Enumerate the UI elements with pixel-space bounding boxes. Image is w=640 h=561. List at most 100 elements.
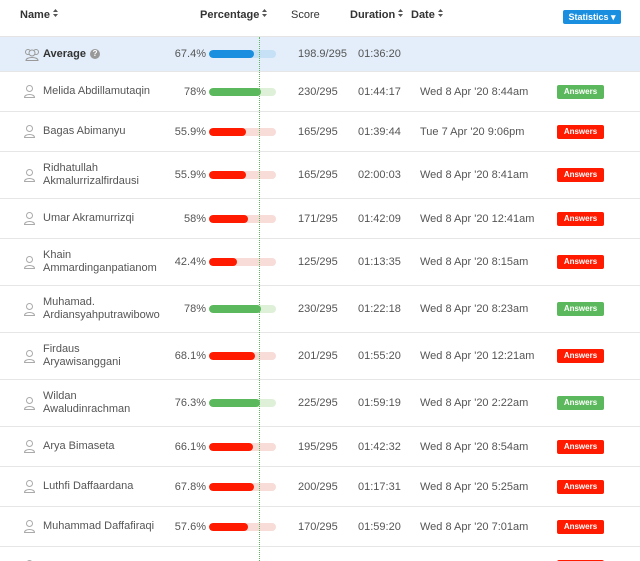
sort-icon — [398, 9, 404, 17]
answers-button[interactable]: Answers — [557, 479, 604, 494]
percentage-label: 67.8% — [174, 480, 206, 493]
duration: 01:13:35 — [358, 256, 401, 268]
percentage-label: 55.9% — [174, 125, 206, 138]
help-icon[interactable]: ? — [90, 49, 101, 59]
score: 225/295 — [298, 397, 338, 409]
student-name: Wildan Awaludinrachman — [43, 390, 131, 415]
icon-cell — [24, 396, 43, 410]
duration: 01:42:32 — [358, 440, 401, 453]
icon-cell — [24, 125, 43, 138]
column-header[interactable]: Name — [20, 9, 58, 21]
user-icon — [24, 302, 35, 316]
student-row: Ridhatullah Akmalurrizalfirdausi 55.9% 165… — [0, 152, 640, 199]
sort-icon — [52, 9, 58, 17]
answers-button[interactable]: Answers — [557, 559, 604, 561]
date: Wed 8 Apr '20 8:41am — [420, 169, 529, 181]
user-icon — [24, 125, 35, 138]
score: 125/295 — [298, 256, 338, 268]
bar-track — [209, 352, 276, 360]
user-icon — [24, 440, 35, 453]
score: 201/295 — [298, 350, 338, 362]
bar-track — [209, 50, 276, 58]
bar-track — [209, 171, 276, 179]
date: Wed 8 Apr '20 8:44am — [420, 85, 529, 98]
percentage-bar — [209, 305, 262, 313]
duration: 01:59:20 — [358, 520, 401, 533]
answers-button[interactable]: Answers — [557, 302, 604, 316]
bar-track — [209, 305, 276, 313]
average-row: Average? 67.4% 198.9/295 01:36:20 — [0, 37, 640, 72]
student-name: Umar Akramurrizqi — [43, 212, 135, 224]
user-icon — [24, 396, 35, 410]
student-name: Melida Abdillamutaqin — [43, 85, 151, 97]
header-text: Duration — [350, 9, 396, 21]
bar-track — [209, 399, 276, 407]
score: 230/295 — [298, 303, 338, 315]
icon-cell — [24, 255, 43, 269]
column-header[interactable]: Percentage — [200, 9, 268, 21]
percentage-bar — [209, 214, 248, 223]
answers-button[interactable]: Answers — [557, 349, 604, 363]
duration: 01:39:44 — [358, 125, 401, 138]
score: 165/295 — [298, 125, 338, 138]
percentage-label: 67.4% — [174, 48, 206, 60]
student-row: Muhammad Daffafiraqi 57.6% 170/295 01:59:20… — [0, 507, 640, 547]
percentage-bar — [209, 352, 255, 360]
duration: 01:17:31 — [358, 480, 401, 493]
duration: 01:42:09 — [358, 212, 401, 225]
answers-button[interactable]: Answers — [557, 439, 604, 454]
percentage-bar — [209, 50, 255, 58]
percentage-label: 55.9% — [174, 169, 206, 181]
percentage-bar — [209, 87, 262, 96]
answers-button[interactable]: Answers — [557, 519, 604, 534]
bar-track — [209, 442, 276, 451]
student-name: Ridhatullah Akmalurrizalfirdausi — [43, 162, 139, 187]
date: Wed 8 Apr '20 2:22am — [420, 397, 529, 409]
answers-button[interactable]: Answers — [557, 168, 604, 182]
icon-cell — [24, 48, 43, 61]
student-name: Muhamad. Ardiansyahputrawibowo — [43, 296, 160, 321]
user-icon — [24, 212, 35, 225]
bar-track — [209, 482, 276, 491]
icon-cell — [24, 212, 43, 225]
answers-button[interactable]: Answers — [557, 255, 604, 269]
student-row: Muhamad. Ardiansyahputrawibowo 78% 230/295… — [0, 286, 640, 333]
percentage-label: 66.1% — [174, 440, 206, 453]
icon-cell — [24, 480, 43, 493]
user-icon — [24, 168, 35, 182]
user-icon — [24, 520, 35, 533]
student-row: Luthfi Daffaardana 67.8% 200/295 01:17:31 We… — [0, 467, 640, 507]
answers-button[interactable]: Answers — [557, 211, 604, 226]
date: Tue 7 Apr '20 9:06pm — [420, 125, 525, 138]
duration: 01:55:20 — [358, 350, 401, 362]
icon-cell — [24, 85, 43, 98]
icon-cell — [24, 168, 43, 182]
answers-button[interactable]: Answers — [557, 124, 604, 139]
student-name: Khain Ammardinganpatianom — [43, 249, 157, 274]
answers-button[interactable]: Answers — [557, 396, 604, 410]
student-name: Muhammad Daffafiraqi — [43, 520, 155, 532]
student-name: Arya Bimaseta — [43, 440, 115, 452]
date: Wed 8 Apr '20 12:41am — [420, 212, 535, 225]
statistics-button[interactable]: Statistics ▾ — [563, 10, 621, 24]
name-cell: Average? — [43, 48, 155, 61]
percentage-bar — [209, 522, 248, 531]
user-icon — [24, 255, 35, 269]
column-header[interactable]: Duration — [350, 9, 404, 21]
score: 171/295 — [298, 212, 338, 225]
icon-cell — [24, 349, 43, 363]
percentage-bar — [209, 482, 255, 491]
sort-icon — [437, 9, 443, 17]
answers-button[interactable]: Answers — [557, 84, 604, 99]
percentage-label: 42.4% — [174, 256, 206, 268]
table-body: Average? 67.4% 198.9/295 01:36:20 Melida Abd… — [0, 37, 640, 561]
student-row: Arya Bimaseta 66.1% 195/295 01:42:32 Wed 8 A… — [0, 427, 640, 467]
header-text: Percentage — [200, 9, 260, 21]
column-header[interactable]: Date — [411, 9, 443, 21]
date: Wed 8 Apr '20 5:25am — [420, 480, 529, 493]
duration: 01:36:20 — [358, 48, 401, 60]
date: Wed 8 Apr '20 7:01am — [420, 520, 529, 533]
header-text: Name — [20, 9, 50, 21]
date: Wed 8 Apr '20 12:21am — [420, 350, 535, 362]
